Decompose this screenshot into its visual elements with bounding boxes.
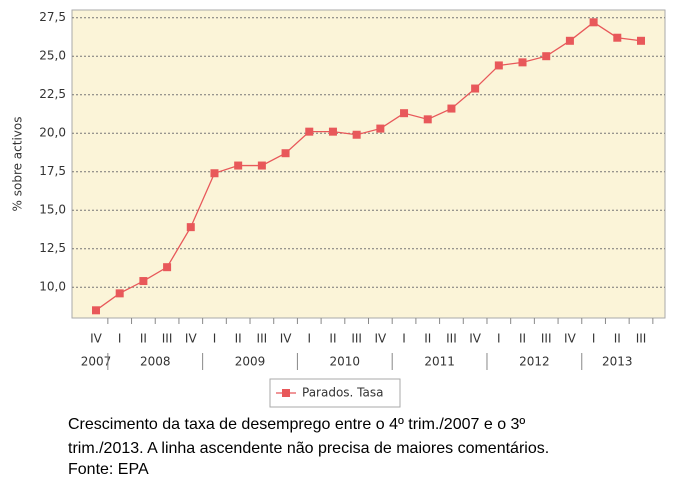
y-tick-label: 20,0 <box>39 126 66 140</box>
point-marker <box>139 277 148 286</box>
year-label: 2011 <box>424 355 455 369</box>
point-marker <box>447 104 456 113</box>
point-marker <box>423 115 432 124</box>
point-marker <box>542 52 551 61</box>
x-tick-label: IV <box>280 332 293 346</box>
x-tick-label: IV <box>185 332 198 346</box>
legend-label: Parados. Tasa <box>302 386 383 400</box>
x-tick-label: III <box>446 332 457 346</box>
legend-marker <box>282 389 290 397</box>
x-tick-label: III <box>351 332 362 346</box>
point-marker <box>518 58 527 67</box>
point-marker <box>234 161 243 170</box>
x-tick-label: II <box>140 332 147 346</box>
point-marker <box>92 306 100 315</box>
caption-line: Crescimento da taxa de desemprego entre … <box>68 416 525 433</box>
point-marker <box>565 36 574 45</box>
point-marker <box>163 263 172 272</box>
point-marker <box>281 149 290 158</box>
year-label: 2012 <box>519 355 550 369</box>
x-tick-label: II <box>424 332 431 346</box>
x-tick-label: II <box>235 332 242 346</box>
year-label: 2009 <box>235 355 266 369</box>
point-marker <box>305 127 314 136</box>
x-tick-label: II <box>519 332 526 346</box>
point-marker <box>210 169 219 178</box>
y-tick-label: 10,0 <box>39 280 66 294</box>
year-label: 2007 <box>81 355 112 369</box>
y-tick-label: 27,5 <box>39 10 66 24</box>
x-tick-label: I <box>213 332 217 346</box>
y-axis-label: % sobre activos <box>11 117 25 212</box>
y-tick-label: 25,0 <box>39 49 66 63</box>
x-tick-label: II <box>614 332 621 346</box>
point-marker <box>115 289 124 298</box>
x-tick-label: I <box>592 332 596 346</box>
x-tick-label: III <box>636 332 647 346</box>
x-tick-label: III <box>257 332 268 346</box>
year-label: 2008 <box>140 355 171 369</box>
caption-line: trim./2013. A linha ascendente não preci… <box>68 440 549 457</box>
x-tick-label: III <box>541 332 552 346</box>
x-tick-label: I <box>402 332 406 346</box>
x-tick-label: II <box>329 332 336 346</box>
point-marker <box>613 33 622 42</box>
x-tick-label: I <box>497 332 501 346</box>
y-tick-label: 22,5 <box>39 87 66 101</box>
x-tick-label: IV <box>374 332 387 346</box>
point-marker <box>589 18 598 27</box>
point-marker <box>352 130 361 139</box>
point-marker <box>471 84 480 93</box>
caption-line: Fonte: EPA <box>68 461 149 478</box>
year-label: 2010 <box>330 355 361 369</box>
point-marker <box>328 127 337 136</box>
point-marker <box>637 36 645 45</box>
year-label: 2013 <box>602 355 633 369</box>
point-marker <box>376 124 385 133</box>
point-marker <box>257 161 266 170</box>
y-tick-label: 17,5 <box>39 164 66 178</box>
x-tick-label: III <box>162 332 173 346</box>
y-tick-label: 12,5 <box>39 241 66 255</box>
point-marker <box>186 223 195 232</box>
y-tick-label: 15,0 <box>39 203 66 217</box>
point-marker <box>494 61 503 70</box>
x-tick-label: IV <box>564 332 577 346</box>
x-tick-label: I <box>118 332 122 346</box>
point-marker <box>400 109 409 118</box>
x-tick-label: I <box>307 332 311 346</box>
x-tick-label: IV <box>469 332 482 346</box>
x-tick-label: IV <box>90 332 103 346</box>
